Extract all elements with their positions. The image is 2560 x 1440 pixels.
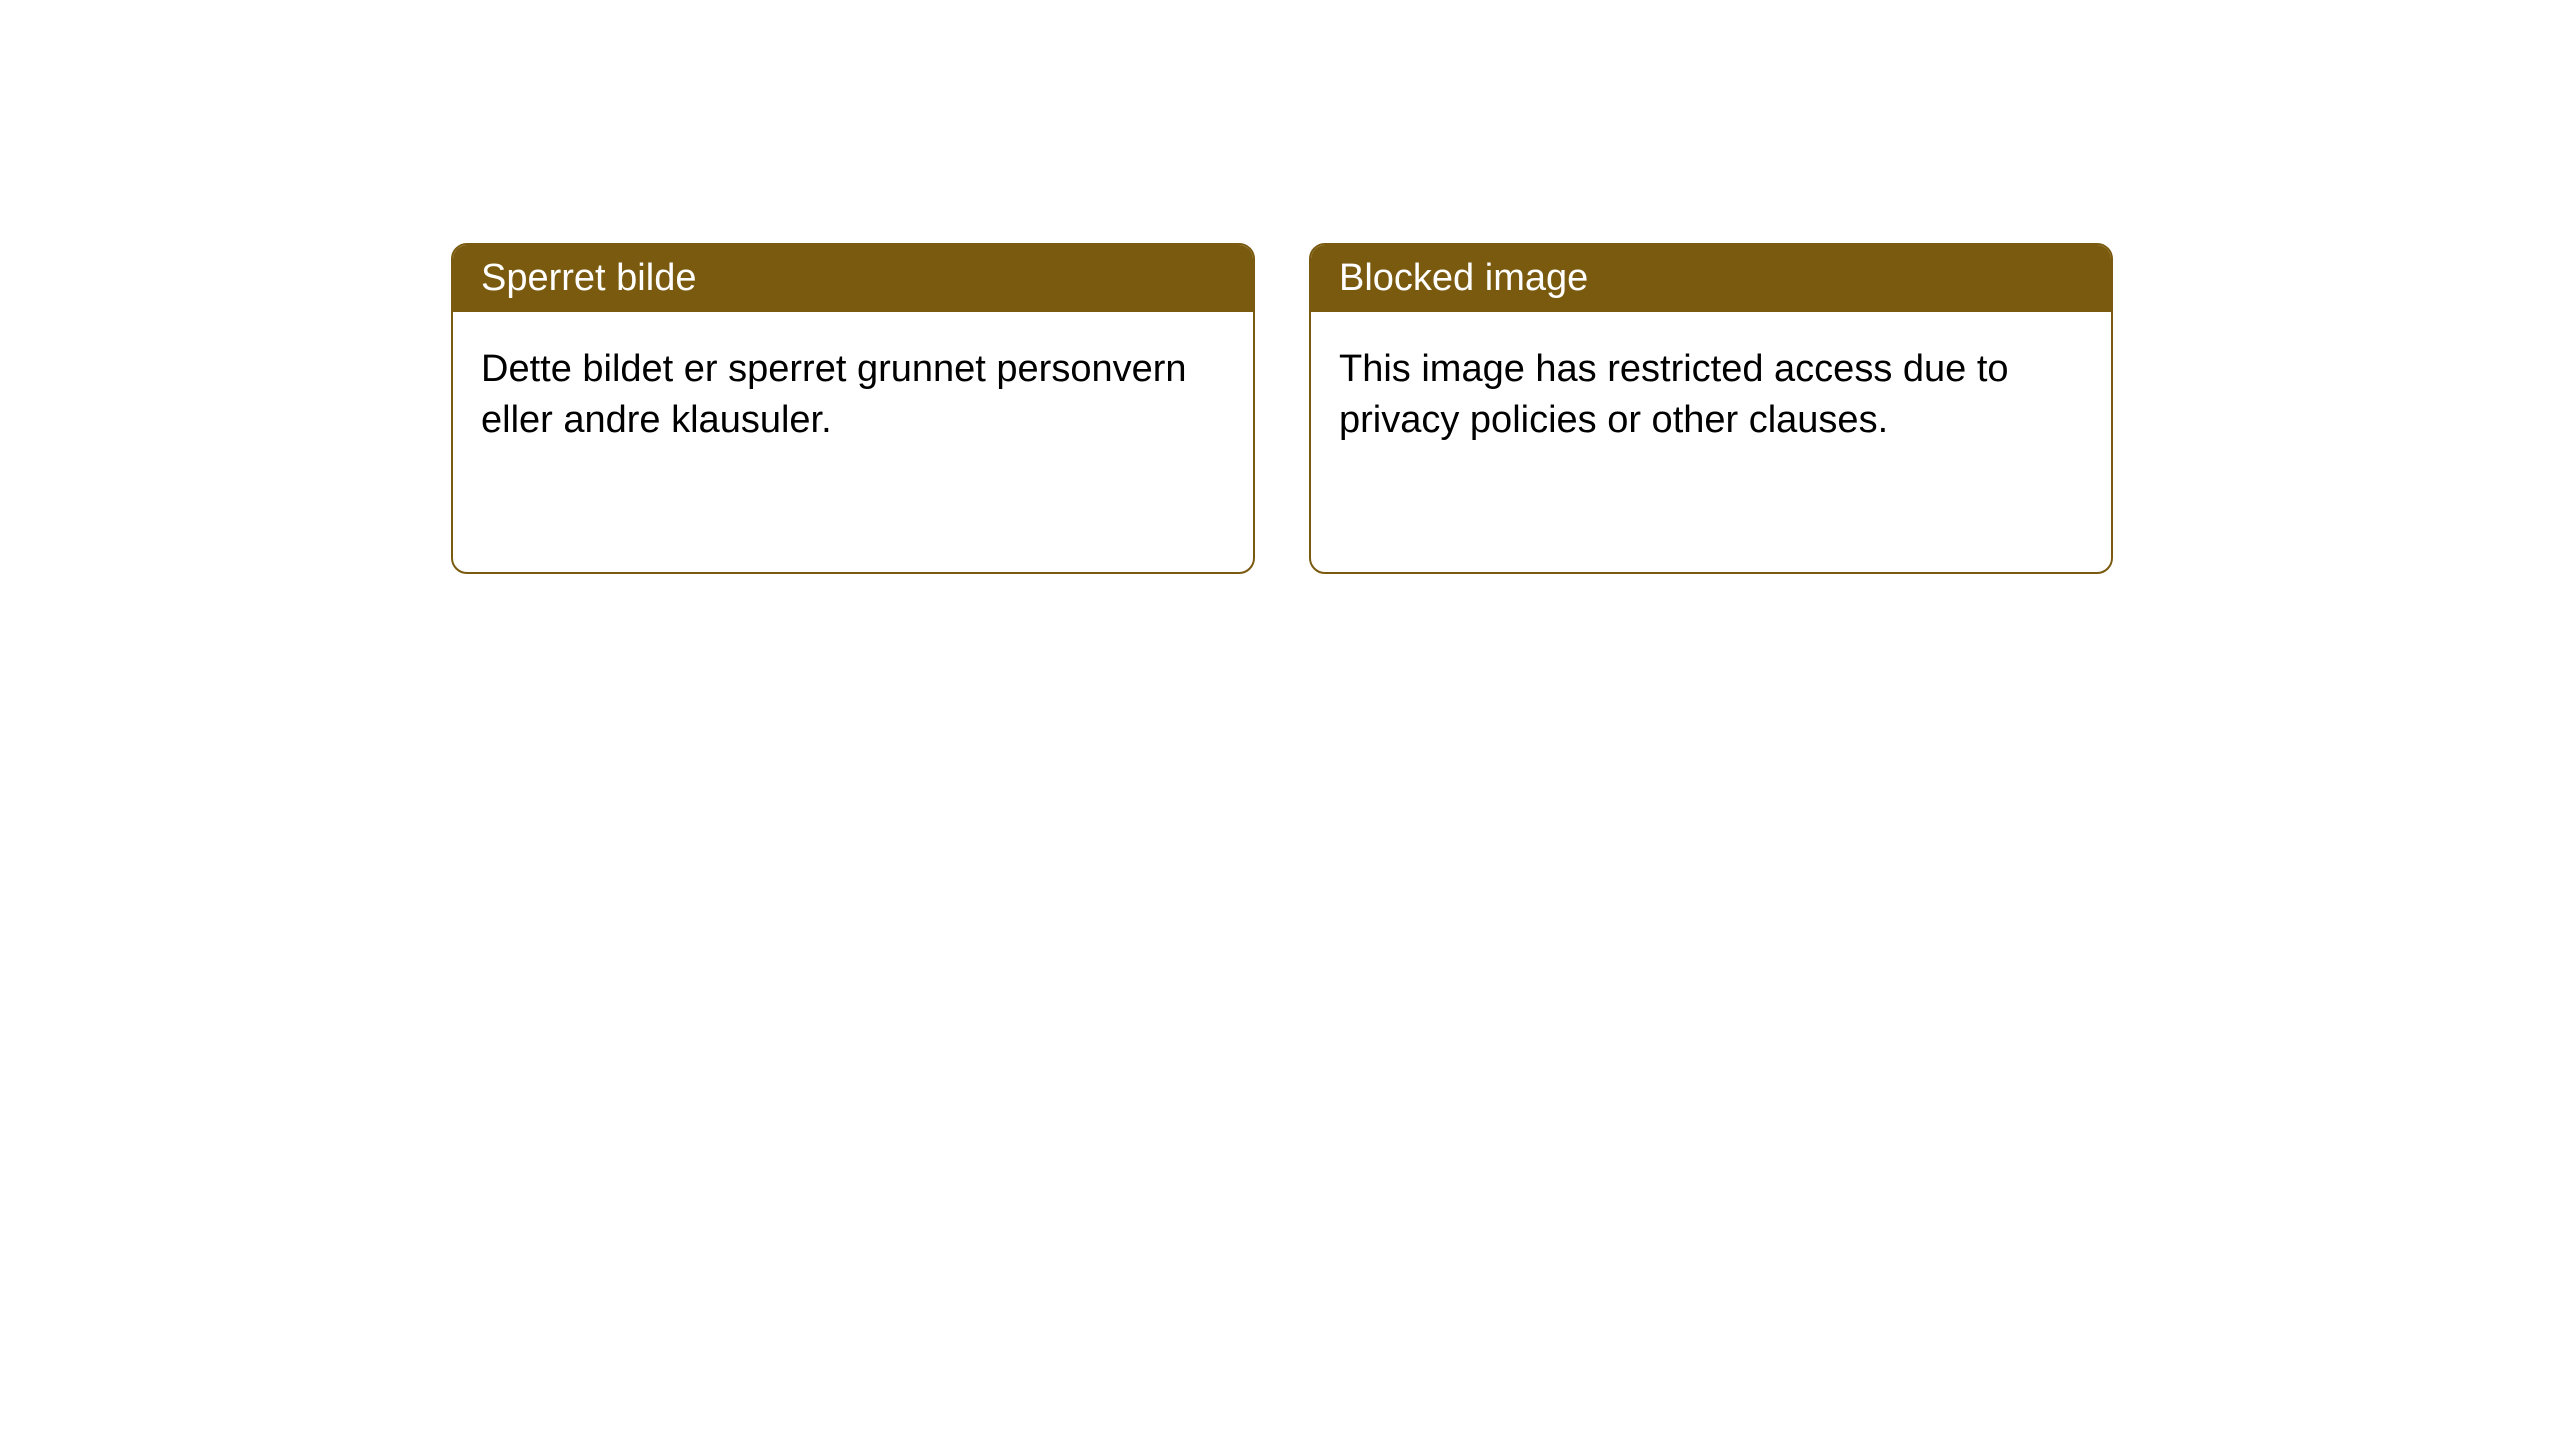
notice-card-nor: Sperret bilde Dette bildet er sperret gr… bbox=[451, 243, 1255, 574]
notice-title: Blocked image bbox=[1311, 245, 2111, 312]
notice-container: Sperret bilde Dette bildet er sperret gr… bbox=[451, 243, 2113, 574]
notice-card-eng: Blocked image This image has restricted … bbox=[1309, 243, 2113, 574]
notice-title: Sperret bilde bbox=[453, 245, 1253, 312]
notice-body: Dette bildet er sperret grunnet personve… bbox=[453, 312, 1253, 572]
notice-body: This image has restricted access due to … bbox=[1311, 312, 2111, 572]
